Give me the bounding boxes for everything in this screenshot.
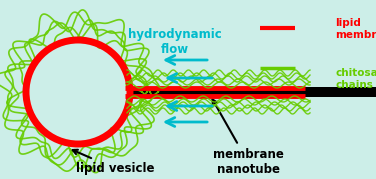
Text: hydrodynamic
flow: hydrodynamic flow	[128, 28, 222, 56]
Text: membrane
nanotube: membrane nanotube	[212, 100, 284, 176]
Circle shape	[30, 44, 126, 140]
Text: chitosan
chains: chitosan chains	[335, 68, 376, 90]
Text: lipid
membrane: lipid membrane	[335, 18, 376, 40]
Bar	[127, 87, 376, 97]
Text: lipid vesicle: lipid vesicle	[73, 150, 154, 175]
